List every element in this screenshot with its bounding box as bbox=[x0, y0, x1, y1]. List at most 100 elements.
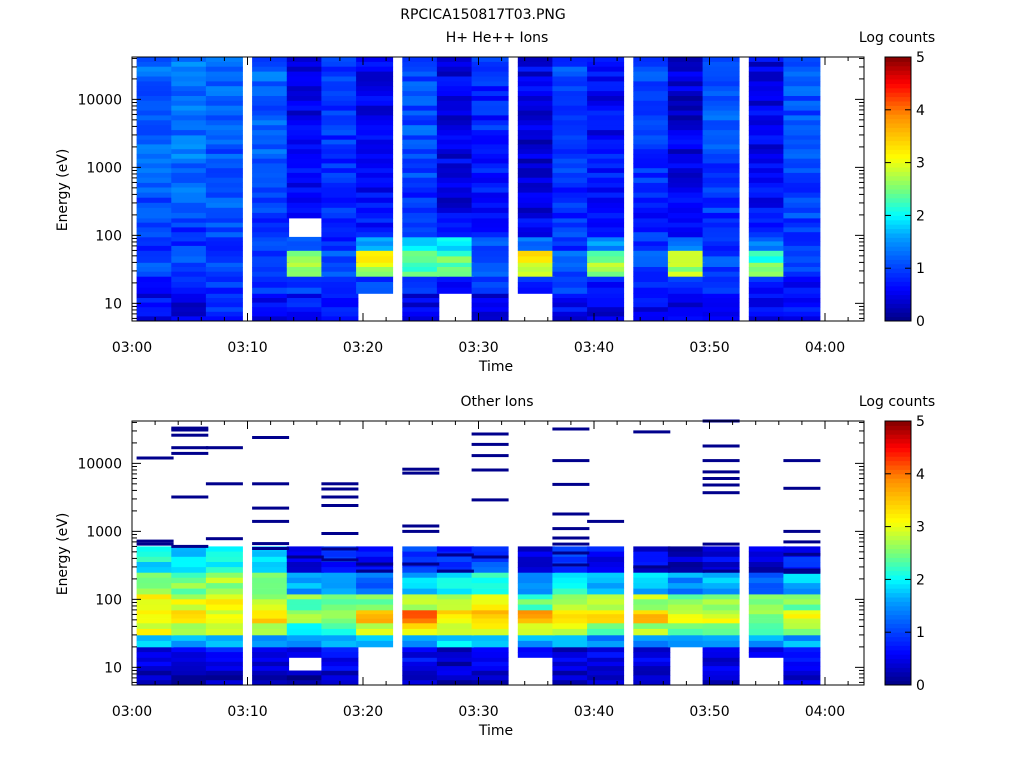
heatmap-cell bbox=[402, 100, 440, 107]
colorbar-segment bbox=[885, 303, 911, 309]
heatmap-cell bbox=[702, 657, 740, 663]
heatmap-cell bbox=[286, 134, 324, 141]
heatmap-cell bbox=[171, 86, 209, 92]
heatmap-cell bbox=[356, 604, 394, 611]
heatmap-cell bbox=[667, 153, 705, 160]
heatmap-cell bbox=[321, 218, 359, 224]
heatmap-cell bbox=[633, 556, 671, 563]
heatmap-cell bbox=[171, 192, 209, 199]
heatmap-cell bbox=[321, 232, 359, 238]
heatmap-cell bbox=[667, 177, 705, 183]
heatmap-cell bbox=[205, 218, 243, 224]
colorbar-segment bbox=[885, 654, 911, 660]
heatmap-cell bbox=[402, 634, 440, 642]
heatmap-cell bbox=[436, 640, 474, 648]
heatmap-cell bbox=[783, 125, 821, 131]
heatmap-cell bbox=[402, 298, 440, 303]
heatmap-cell bbox=[587, 276, 625, 283]
heatmap-cell bbox=[205, 187, 243, 193]
heatmap-cell bbox=[252, 236, 290, 242]
colorbar-segment bbox=[885, 101, 911, 106]
heatmap-cell bbox=[667, 86, 705, 92]
colorbar-segment bbox=[885, 233, 911, 238]
heatmap-cell bbox=[748, 588, 786, 595]
colorbar-segment bbox=[885, 294, 911, 300]
heatmap-cell bbox=[136, 276, 174, 283]
heatmap-cell bbox=[205, 604, 243, 611]
colorbar-segment bbox=[885, 614, 911, 620]
heatmap-cell bbox=[471, 66, 509, 72]
colorbar-segment bbox=[885, 92, 911, 98]
heatmap-cell bbox=[436, 100, 474, 107]
count-mark bbox=[783, 529, 821, 533]
heatmap-cell bbox=[667, 197, 705, 204]
heatmap-cell bbox=[321, 245, 359, 251]
heatmap-cell bbox=[552, 139, 590, 145]
heatmap-cell bbox=[633, 604, 671, 611]
heatmap-cell bbox=[517, 218, 555, 224]
heatmap-cell bbox=[402, 192, 440, 199]
heatmap-cell bbox=[356, 125, 394, 131]
heatmap-cell bbox=[633, 158, 671, 164]
heatmap-cell bbox=[702, 202, 740, 209]
heatmap-cell bbox=[136, 646, 174, 653]
heatmap-cell bbox=[205, 599, 243, 605]
heatmap-cell bbox=[702, 153, 740, 160]
heatmap-cell bbox=[252, 577, 290, 584]
heatmap-cell bbox=[205, 86, 243, 92]
heatmap-cell bbox=[667, 628, 705, 636]
heatmap-cell bbox=[321, 618, 359, 624]
heatmap-cell bbox=[402, 572, 440, 579]
colorbar-segment bbox=[885, 83, 911, 89]
count-mark bbox=[552, 563, 590, 567]
heatmap-cell bbox=[286, 192, 324, 199]
heatmap-cell bbox=[587, 144, 625, 150]
heatmap-cell bbox=[748, 622, 786, 630]
heatmap-cell bbox=[702, 271, 740, 277]
heatmap-cell bbox=[471, 256, 509, 263]
heatmap-cell bbox=[136, 110, 174, 116]
heatmap-cell bbox=[783, 202, 821, 209]
heatmap-cell bbox=[667, 583, 705, 589]
heatmap-cell bbox=[286, 241, 324, 247]
heatmap-cell bbox=[205, 125, 243, 131]
heatmap-cell bbox=[702, 222, 740, 228]
heatmap-cell bbox=[321, 197, 359, 204]
heatmap-cell bbox=[356, 572, 394, 579]
colorbar-tick-label: 1 bbox=[916, 261, 925, 277]
heatmap-cell bbox=[552, 177, 590, 183]
heatmap-cell bbox=[136, 614, 174, 619]
heatmap-cell bbox=[748, 302, 786, 308]
heatmap-cell bbox=[436, 66, 474, 72]
colorbar-segment bbox=[885, 667, 911, 673]
heatmap-cell bbox=[471, 577, 509, 584]
heatmap-cell bbox=[205, 202, 243, 209]
heatmap-cell bbox=[471, 241, 509, 247]
heatmap-cell bbox=[552, 134, 590, 141]
heatmap-cell bbox=[436, 192, 474, 199]
heatmap-cell bbox=[171, 66, 209, 72]
heatmap-cell bbox=[356, 71, 394, 77]
heatmap-cell bbox=[748, 245, 786, 251]
heatmap-cells bbox=[136, 57, 821, 322]
heatmap-cell bbox=[517, 212, 555, 219]
heatmap-cell bbox=[667, 546, 705, 552]
heatmap-cell bbox=[356, 271, 394, 277]
heatmap-cell bbox=[286, 256, 324, 263]
heatmap-cell bbox=[252, 81, 290, 87]
heatmap-cell bbox=[252, 657, 290, 663]
heatmap-cell bbox=[402, 168, 440, 174]
heatmap-cell bbox=[517, 115, 555, 121]
heatmap-cell bbox=[436, 609, 474, 615]
heatmap-cell bbox=[702, 125, 740, 131]
heatmap-cell bbox=[321, 91, 359, 97]
colorbar-segment bbox=[885, 307, 911, 313]
heatmap-cell bbox=[252, 96, 290, 102]
heatmap-cell bbox=[667, 298, 705, 303]
heatmap-cell bbox=[321, 153, 359, 160]
heatmap-cell bbox=[252, 120, 290, 126]
heatmap-cell bbox=[171, 583, 209, 589]
heatmap-cells bbox=[136, 546, 821, 686]
heatmap-cell bbox=[171, 594, 209, 600]
